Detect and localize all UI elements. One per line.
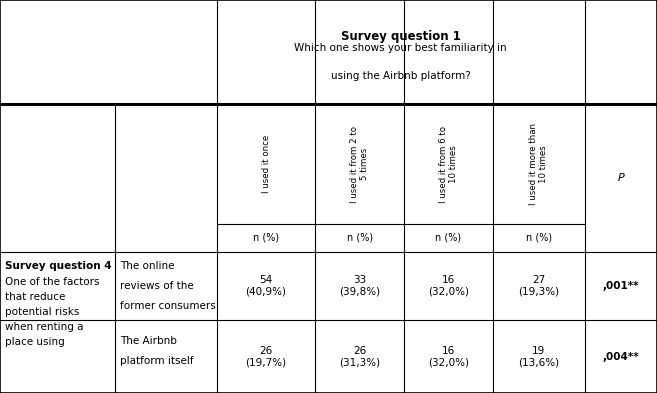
Text: reviews of the: reviews of the [120,281,194,291]
Text: I used it more than
10 times: I used it more than 10 times [529,123,549,205]
Text: Which one shows your best familiarity in: Which one shows your best familiarity in [294,43,507,53]
Text: n (%): n (%) [436,233,461,243]
Text: 33
(39,8%): 33 (39,8%) [339,275,380,297]
Text: The Airbnb: The Airbnb [120,336,177,346]
Text: 26
(19,7%): 26 (19,7%) [246,346,286,367]
Text: platform itself: platform itself [120,356,194,365]
Text: 16
(32,0%): 16 (32,0%) [428,346,469,367]
Text: using the Airbnb platform?: using the Airbnb platform? [331,71,470,81]
Text: when renting a: when renting a [5,322,83,332]
Text: ,004**: ,004** [602,352,639,362]
Text: I used it from 2 to
5 times: I used it from 2 to 5 times [350,126,369,202]
Text: 19
(13,6%): 19 (13,6%) [518,346,559,367]
Text: I used it from 6 to
10 times: I used it from 6 to 10 times [439,126,458,202]
Text: ,001**: ,001** [602,281,639,291]
Text: P: P [618,173,624,183]
Text: I used it once: I used it once [261,135,271,193]
Text: 27
(19,3%): 27 (19,3%) [518,275,559,297]
Text: The online: The online [120,261,175,271]
Text: potential risks: potential risks [5,307,79,317]
Text: former consumers: former consumers [120,301,216,310]
Text: Survey question 4: Survey question 4 [5,261,112,271]
Text: Survey question 1: Survey question 1 [341,30,461,43]
Text: 54
(40,9%): 54 (40,9%) [246,275,286,297]
Text: that reduce: that reduce [5,292,66,302]
Text: n (%): n (%) [347,233,373,243]
Text: n (%): n (%) [526,233,552,243]
Text: 26
(31,3%): 26 (31,3%) [339,346,380,367]
Text: One of the factors: One of the factors [5,277,100,287]
Text: place using: place using [5,337,65,347]
Text: n (%): n (%) [253,233,279,243]
Text: 16
(32,0%): 16 (32,0%) [428,275,469,297]
